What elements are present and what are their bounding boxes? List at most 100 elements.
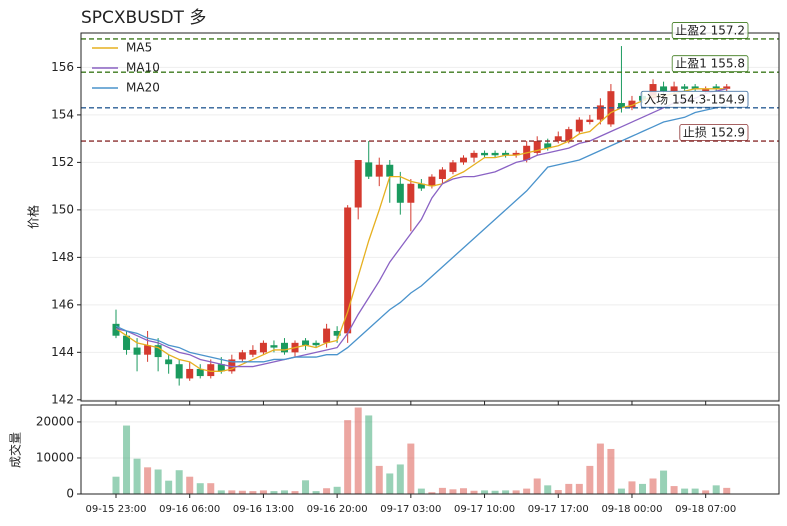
candle-body xyxy=(670,86,678,92)
candle-body xyxy=(228,359,236,372)
grid xyxy=(77,66,779,498)
legend-label: MA10 xyxy=(126,61,160,75)
candle-body xyxy=(354,160,362,208)
volume-bar xyxy=(196,483,204,494)
volume-bar xyxy=(228,490,236,494)
volume-bar xyxy=(238,490,246,494)
candle-body xyxy=(302,340,310,346)
volume-bar xyxy=(344,420,352,494)
volume-bar xyxy=(691,488,699,494)
y2-tick-label: 20000 xyxy=(36,414,74,428)
marks xyxy=(81,38,779,494)
volume-bar xyxy=(207,483,215,494)
volume-bar xyxy=(323,488,331,494)
volume-bar xyxy=(575,483,583,494)
candle-body xyxy=(186,368,194,379)
level-label-box xyxy=(671,22,749,39)
candle-body xyxy=(565,129,573,142)
volume-bar xyxy=(596,443,604,494)
candle-body xyxy=(596,105,604,120)
candle-body xyxy=(207,364,215,377)
candle-body xyxy=(449,162,457,172)
x-tick-label: 09-18 07:00 xyxy=(675,504,736,515)
level-label: 止损 152.9 xyxy=(683,126,745,140)
candle-body xyxy=(470,152,478,158)
y2-tick-label: 0 xyxy=(66,487,74,501)
y-tick-label: 152 xyxy=(51,155,74,169)
volume-bar xyxy=(312,491,320,494)
y-tick-label: 148 xyxy=(51,250,74,264)
volume-bar xyxy=(123,425,131,494)
candle-body xyxy=(249,349,257,355)
volume-bar xyxy=(586,465,594,494)
y2-tick-label: 10000 xyxy=(36,450,74,464)
volume-bar xyxy=(533,478,541,494)
x-tick-label: 09-16 20:00 xyxy=(307,504,368,515)
volume-bar xyxy=(459,488,467,494)
candle-body xyxy=(554,136,562,142)
volume-bar xyxy=(270,491,278,494)
candle-body xyxy=(723,86,731,89)
volume-bar xyxy=(554,490,562,494)
volume-bar xyxy=(133,458,141,494)
level-label: 止盈2 157.2 xyxy=(675,23,745,37)
candle-body xyxy=(396,183,404,203)
candle-body xyxy=(375,164,383,177)
volume-bar xyxy=(365,415,373,494)
x-tick-label: 09-17 10:00 xyxy=(454,504,515,515)
candle-body xyxy=(512,152,520,156)
volume-bar xyxy=(617,488,625,494)
volume-bar xyxy=(649,478,657,494)
volume-bar xyxy=(628,481,636,494)
volume-bar xyxy=(712,485,720,494)
y-tick-label: 154 xyxy=(51,107,74,121)
ma-line xyxy=(115,88,727,372)
candle-body xyxy=(312,342,320,346)
volume-bar xyxy=(512,490,520,494)
y-tick-label: 142 xyxy=(51,392,74,406)
volume-bar xyxy=(302,480,310,494)
candle-body xyxy=(491,152,499,156)
candle-body xyxy=(407,183,415,203)
volume-frame xyxy=(80,404,780,495)
candle-body xyxy=(544,143,552,149)
candle-body xyxy=(344,207,352,334)
volume-bar xyxy=(165,480,173,494)
candle-body xyxy=(238,352,246,360)
candle-body xyxy=(386,164,394,177)
x-tick-label: 09-17 03:00 xyxy=(380,504,441,515)
volume-bar xyxy=(544,485,552,494)
volume-bar xyxy=(386,473,394,494)
legend-label: MA5 xyxy=(126,41,152,55)
level-label-box xyxy=(640,90,749,108)
candle-body xyxy=(438,169,446,180)
volume-bar xyxy=(407,443,415,494)
volume-bar xyxy=(249,491,257,494)
candle-body xyxy=(165,359,173,365)
candle-body xyxy=(628,100,636,108)
ma-line xyxy=(115,104,727,363)
x-tick-label: 09-17 17:00 xyxy=(528,504,589,515)
volume-bar xyxy=(186,476,194,494)
volume-bar xyxy=(259,490,267,494)
y2-axis-label: 成交量 xyxy=(8,432,23,468)
y-axis-label: 价格 xyxy=(26,205,41,229)
volume-bar xyxy=(565,483,573,494)
level-label: 入场 154.3-154.9 xyxy=(644,92,745,106)
volume-bar xyxy=(470,490,478,494)
candle-body xyxy=(533,141,541,153)
volume-bar xyxy=(333,486,341,494)
candle-body xyxy=(712,86,720,89)
volume-bar xyxy=(639,483,646,494)
candle-body xyxy=(417,183,425,189)
volume-bar xyxy=(723,487,731,494)
candle-body xyxy=(428,176,436,187)
candle-body xyxy=(586,119,594,123)
volume-bar xyxy=(502,490,510,494)
chart-title: SPCXBUSDT 多 xyxy=(81,8,206,28)
volume-bar xyxy=(681,488,689,494)
candle-body xyxy=(702,88,710,92)
volume-bar xyxy=(291,491,299,494)
candle-body xyxy=(259,342,267,353)
